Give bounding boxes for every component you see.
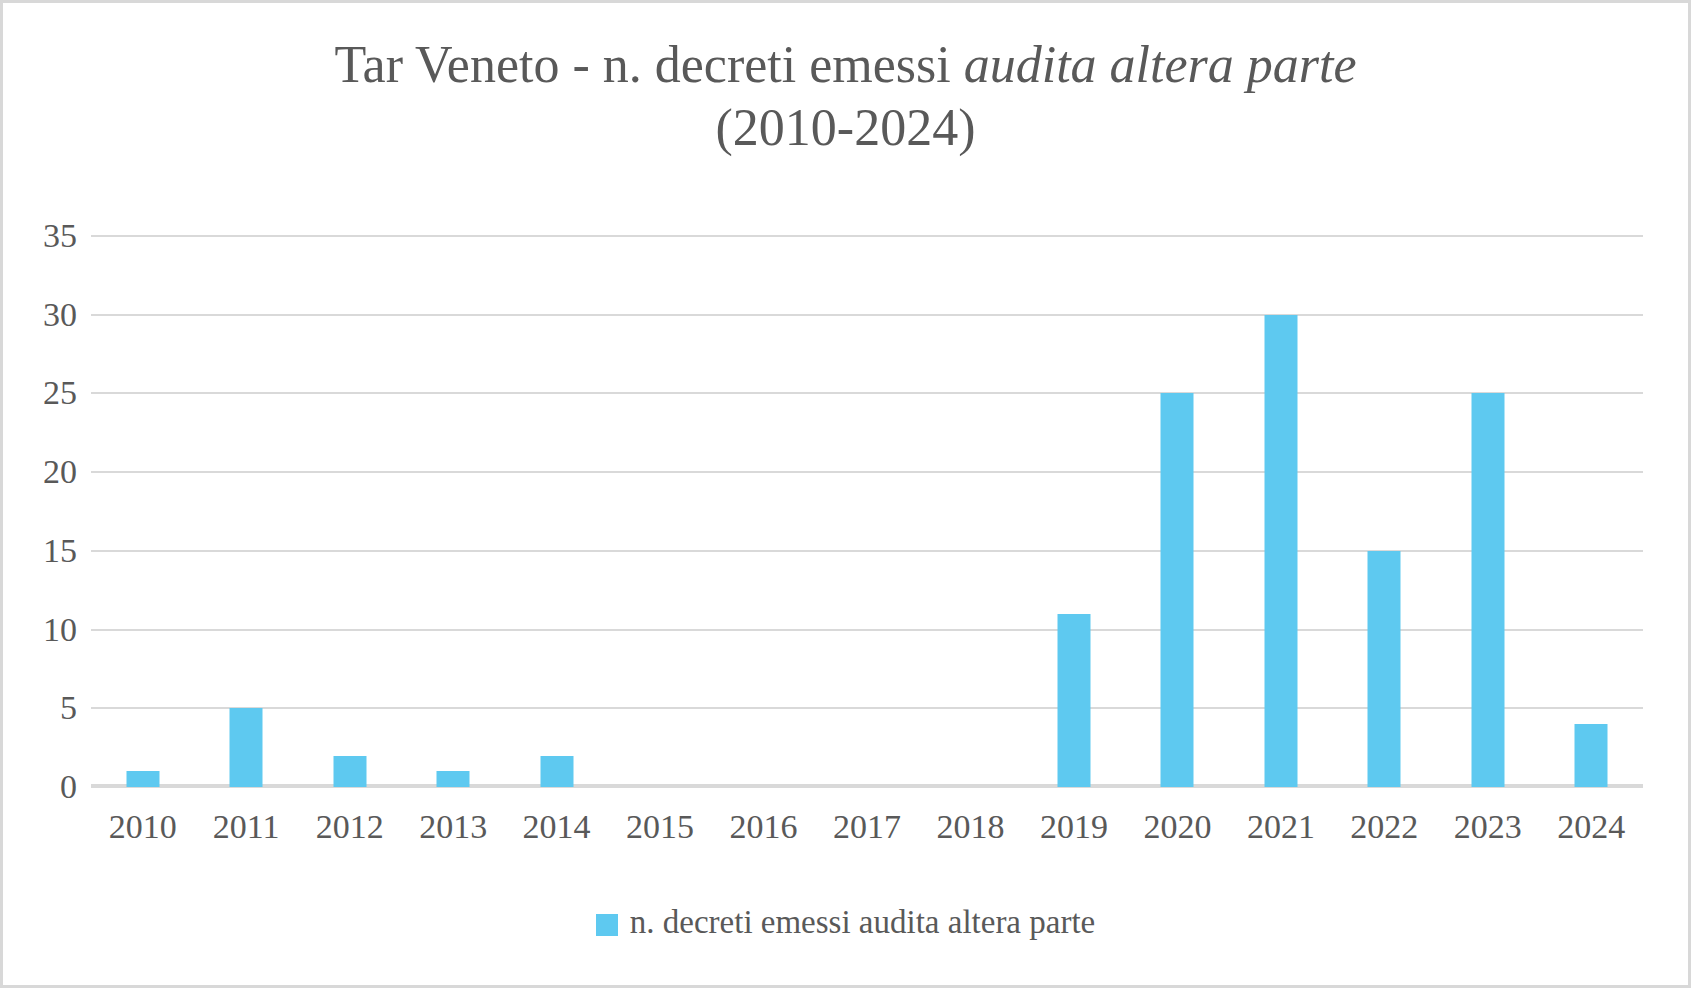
bar-2010	[126, 771, 159, 787]
y-tick-label: 5	[3, 691, 77, 725]
gridline	[91, 235, 1643, 237]
x-axis: 2010201120122013201420152016201720182019…	[91, 803, 1643, 851]
x-axis-baseline	[91, 784, 1643, 788]
x-tick-label: 2014	[505, 803, 608, 851]
y-tick-label: 0	[3, 770, 77, 804]
x-tick-label: 2024	[1540, 803, 1643, 851]
bar-2011	[230, 708, 263, 787]
y-tick-label: 30	[3, 298, 77, 332]
bar-2024	[1575, 724, 1608, 787]
x-tick-label: 2013	[401, 803, 504, 851]
bar-2013	[437, 771, 470, 787]
bar-2012	[333, 756, 366, 787]
x-tick-label: 2016	[712, 803, 815, 851]
chart-title-italic: audita altera parte	[964, 36, 1357, 93]
plot-area	[91, 236, 1643, 787]
chart: Tar Veneto - n. decreti emessi audita al…	[0, 0, 1691, 988]
chart-title: Tar Veneto - n. decreti emessi audita al…	[3, 33, 1688, 160]
bar-2022	[1368, 551, 1401, 787]
gridline	[91, 392, 1643, 394]
chart-title-main: Tar Veneto - n. decreti emessi	[334, 36, 963, 93]
bar-2021	[1264, 315, 1297, 787]
x-tick-label: 2015	[608, 803, 711, 851]
y-tick-label: 15	[3, 534, 77, 568]
gridline	[91, 314, 1643, 316]
x-tick-label: 2017	[815, 803, 918, 851]
x-tick-label: 2020	[1126, 803, 1229, 851]
x-tick-label: 2022	[1333, 803, 1436, 851]
x-tick-label: 2021	[1229, 803, 1332, 851]
bar-2014	[540, 756, 573, 787]
x-tick-label: 2011	[194, 803, 297, 851]
legend-swatch-icon	[596, 914, 618, 936]
y-tick-label: 25	[3, 376, 77, 410]
bar-2019	[1057, 614, 1090, 787]
legend: n. decreti emessi audita altera parte	[3, 906, 1688, 943]
y-tick-label: 35	[3, 219, 77, 253]
gridline	[91, 629, 1643, 631]
gridline	[91, 550, 1643, 552]
legend-label: n. decreti emessi audita altera parte	[630, 906, 1095, 943]
bar-2020	[1161, 393, 1194, 787]
bar-2023	[1471, 393, 1504, 787]
x-tick-label: 2018	[919, 803, 1022, 851]
x-tick-label: 2010	[91, 803, 194, 851]
gridline	[91, 471, 1643, 473]
y-tick-label: 20	[3, 455, 77, 489]
y-tick-label: 10	[3, 613, 77, 647]
x-tick-label: 2023	[1436, 803, 1539, 851]
gridline	[91, 707, 1643, 709]
chart-title-subtitle: (2010-2024)	[716, 99, 976, 156]
x-tick-label: 2019	[1022, 803, 1125, 851]
y-axis: 05101520253035	[3, 236, 77, 787]
x-tick-label: 2012	[298, 803, 401, 851]
